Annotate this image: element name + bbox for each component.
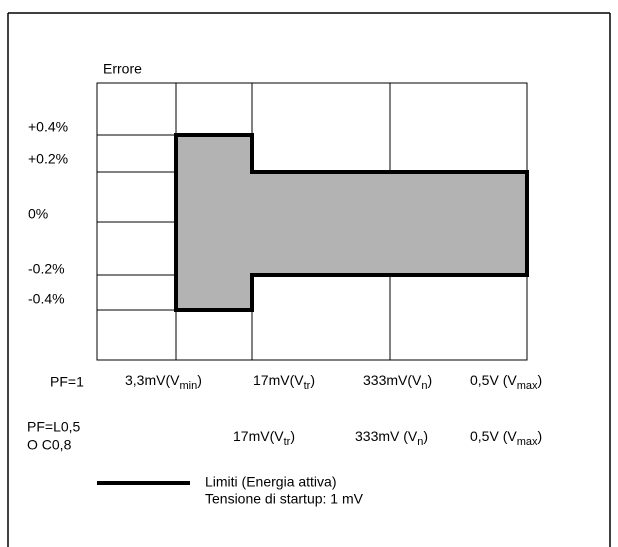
label-sub: n xyxy=(421,380,427,392)
legend-text: Limiti (Energia attiva) xyxy=(205,474,337,490)
y-tick-label: -0.4% xyxy=(28,291,65,307)
voltage-label: 3,3mV(Vmin) xyxy=(125,372,202,392)
label-part: ) xyxy=(537,428,542,444)
label-sub: tr xyxy=(284,436,291,448)
label-part: ) xyxy=(427,372,432,388)
legend-text: Tensione di startup: 1 mV xyxy=(205,491,364,507)
label-part: ) xyxy=(290,428,295,444)
label-part: 333mV(V xyxy=(363,372,422,388)
label-sub: max xyxy=(517,436,538,448)
label-part: ) xyxy=(423,428,428,444)
label-part: 3,3mV(V xyxy=(125,372,180,388)
frame xyxy=(7,12,611,547)
voltage-label: 333mV(Vn) xyxy=(363,372,432,392)
y-tick-label: +0.2% xyxy=(28,151,68,167)
grid xyxy=(96,82,528,361)
voltage-label: 0,5V (Vmax) xyxy=(470,372,542,392)
label-part: ) xyxy=(537,372,542,388)
y-tick-label: +0.4% xyxy=(28,119,68,135)
label-sub: tr xyxy=(304,380,311,392)
y-tick-label: -0.2% xyxy=(28,261,65,277)
label-sub: min xyxy=(179,380,197,392)
voltage-label: 17mV(Vtr) xyxy=(253,372,315,392)
limit-area xyxy=(174,133,529,312)
label-part: 17mV(V xyxy=(233,428,284,444)
y-label: Errore xyxy=(103,61,142,77)
row-label: O C0,8 xyxy=(27,437,72,453)
voltage-label: 333mV (Vn) xyxy=(355,428,428,448)
label-part: 0,5V (V xyxy=(470,372,517,388)
label-sub: max xyxy=(517,380,538,392)
label-part: 333mV (V xyxy=(355,428,418,444)
row-label: PF=1 xyxy=(50,374,84,390)
label-part: 0,5V (V xyxy=(470,428,517,444)
label-part: 17mV(V xyxy=(253,372,304,388)
label-part: ) xyxy=(197,372,202,388)
voltage-label: 17mV(Vtr) xyxy=(233,428,295,448)
label-part: ) xyxy=(310,372,315,388)
label-sub: n xyxy=(417,436,423,448)
y-tick-label: 0% xyxy=(28,206,48,222)
voltage-label: 0,5V (Vmax) xyxy=(470,428,542,448)
row-label: PF=L0,5 xyxy=(27,419,81,435)
